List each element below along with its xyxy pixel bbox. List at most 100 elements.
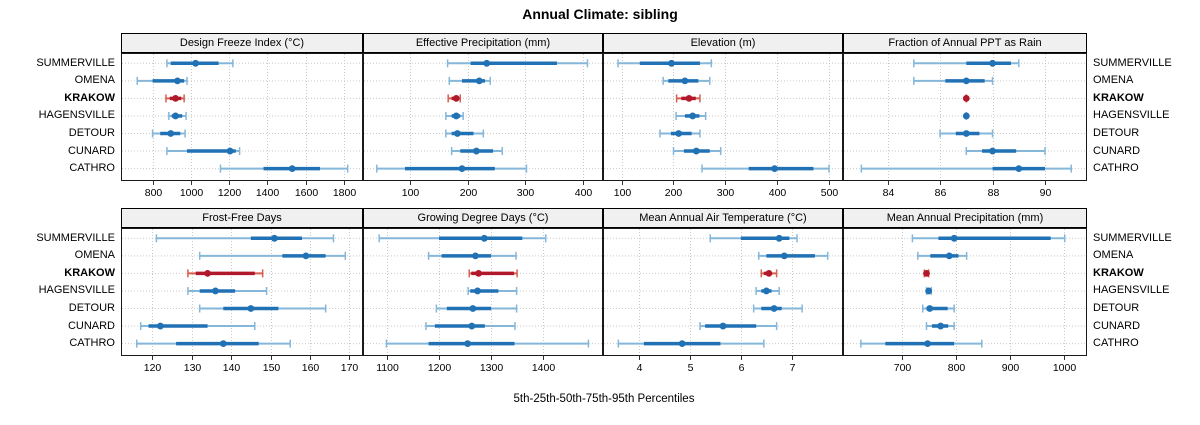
- axis-tick-label: 88: [988, 187, 1000, 199]
- percentile-row-cunard: [699, 322, 778, 331]
- percentile-row-hagensville: [755, 286, 780, 295]
- percentile-row-hagensville: [925, 286, 933, 295]
- row-label-krakow: KRAKOW: [1093, 92, 1144, 104]
- row-label-krakow: KRAKOW: [64, 92, 115, 104]
- percentile-row-hagensville: [467, 286, 518, 295]
- percentile-row-detour: [921, 304, 955, 313]
- axis-tick-label: 160: [302, 362, 320, 374]
- median-dot: [472, 252, 479, 260]
- chart-row-top: SUMMERVILLE OMENA KRAKOW HAGENSVILLE DET…: [0, 33, 1200, 205]
- median-dot: [719, 322, 727, 330]
- percentile-row-krakow: [468, 269, 518, 278]
- axis-tick-label: 800: [948, 362, 966, 374]
- median-dot: [469, 305, 477, 312]
- percentile-row-hagensville: [962, 111, 970, 120]
- panel-strip-label: Effective Precipitation (mm): [415, 37, 551, 49]
- percentile-row-krakow: [962, 94, 970, 103]
- percentile-row-hagensville: [445, 111, 464, 120]
- percentile-row-cunard: [139, 322, 256, 331]
- median-dot: [472, 147, 480, 155]
- axis-tick-label: 1100: [376, 362, 399, 374]
- axis-tick-label: 86: [935, 187, 947, 199]
- percentile-row-detour: [198, 304, 327, 313]
- percentile-row-summerville: [709, 234, 798, 243]
- median-dot: [212, 287, 219, 295]
- median-dot: [475, 77, 483, 85]
- percentile-row-detour: [435, 304, 518, 313]
- axis-tick-label: 900: [1002, 362, 1020, 374]
- panel-strip: Mean Annual Air Temperature (°C): [603, 208, 843, 228]
- percentile-row-detour: [445, 129, 485, 138]
- median-dot: [962, 77, 970, 85]
- panel-plot-effective-precipitation: 100 200 300 400: [363, 53, 603, 199]
- median-dot: [926, 305, 934, 312]
- median-dot: [204, 270, 211, 277]
- row-label-cunard: CUNARD: [1093, 145, 1141, 157]
- median-dot: [453, 130, 461, 137]
- axis-tick-label: 4: [637, 362, 643, 374]
- median-dot: [475, 270, 482, 277]
- percentile-row-cathro: [860, 339, 983, 348]
- panel-frame: [843, 228, 1087, 356]
- percentile-row-cathro: [617, 339, 765, 348]
- percentile-row-hagensville: [187, 286, 268, 295]
- median-dot: [483, 59, 491, 67]
- percentile-row-cunard: [450, 147, 504, 156]
- percentile-row-omena: [662, 76, 711, 85]
- row-label-cunard: CUNARD: [67, 320, 115, 332]
- panel-plot-design-freeze-index: 800 1000 1200 1400 1600 1800: [121, 53, 363, 199]
- panel-strip: Fraction of Annual PPT as Rain: [843, 33, 1087, 53]
- median-dot: [468, 322, 476, 330]
- row2-right-labels: SUMMERVILLE OMENA KRAKOW HAGENSVILLE DET…: [1087, 208, 1200, 380]
- percentile-row-omena: [448, 76, 491, 85]
- percentile-row-cunard: [965, 147, 1046, 156]
- axis-tick-label: 120: [144, 362, 162, 374]
- median-dot: [452, 112, 460, 120]
- row-label-omena: OMENA: [1093, 249, 1134, 261]
- row-label-hagensville: HAGENSVILLE: [38, 109, 115, 121]
- panel-effective-precipitation: Effective Precipitation (mm) 100 200 300 40…: [363, 33, 603, 205]
- row-label-omena: OMENA: [74, 249, 115, 261]
- median-dot: [678, 340, 686, 347]
- median-dot: [765, 270, 773, 277]
- panel-design-freeze-index: Design Freeze Index (°C) 800 1000 1200 1400…: [121, 33, 363, 205]
- panel-strip-label: Frost-Free Days: [202, 212, 282, 224]
- panel-strip-label: Growing Degree Days (°C): [417, 212, 549, 224]
- percentile-row-summerville: [166, 59, 234, 68]
- percentile-row-cathro: [860, 164, 1073, 173]
- median-dot: [668, 59, 675, 67]
- axis-tick-label: 1200: [428, 362, 452, 374]
- axis-tick-label: 500: [821, 187, 839, 199]
- panel-plot-frost-free-days: 120 130 140 150 160 170: [121, 228, 363, 374]
- panel-strip: Growing Degree Days (°C): [363, 208, 603, 228]
- row-label-cathro: CATHRO: [1093, 162, 1139, 174]
- panel-strip: Effective Precipitation (mm): [363, 33, 603, 53]
- median-dot: [675, 130, 683, 137]
- percentile-row-krakow: [675, 94, 701, 103]
- axis-tick-label: 90: [1040, 187, 1052, 199]
- axis-tick-label: 100: [402, 187, 420, 199]
- row-label-detour: DETOUR: [68, 302, 115, 314]
- row-label-detour: DETOUR: [1093, 127, 1140, 139]
- median-dot: [474, 287, 481, 295]
- row-label-cathro: CATHRO: [1093, 337, 1139, 349]
- percentile-row-detour: [151, 129, 186, 138]
- axis-tick-label: 140: [223, 362, 241, 374]
- median-dot: [689, 112, 697, 120]
- percentile-row-cathro: [219, 164, 349, 173]
- median-dot: [771, 165, 778, 172]
- panel-frame: [603, 53, 843, 181]
- panel-strip: Mean Annual Precipitation (mm): [843, 208, 1087, 228]
- median-dot: [775, 234, 783, 242]
- axis-tick-label: 700: [894, 362, 912, 374]
- median-dot: [945, 252, 953, 260]
- panel-mean-annual-precipitation: Mean Annual Precipitation (mm) 700 800 900…: [843, 208, 1087, 380]
- median-dot: [950, 234, 958, 242]
- axis-tick-label: 1000: [180, 187, 204, 199]
- row-label-summerville: SUMMERVILLE: [36, 232, 115, 244]
- panel-plot-mean-annual-air-temperature: 4 5 6 7: [603, 228, 843, 374]
- panel-strip-label: Elevation (m): [690, 37, 756, 49]
- row-label-hagensville: HAGENSVILLE: [1093, 109, 1170, 121]
- panel-frame: [121, 228, 363, 356]
